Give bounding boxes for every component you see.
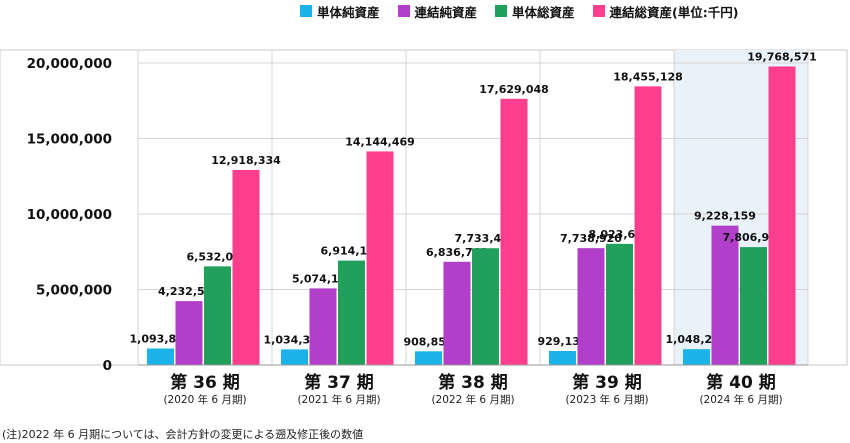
legend-swatch [592,5,605,17]
bar [577,248,605,365]
bar [711,225,739,365]
category-name: 第 36 期 [170,373,240,393]
y-tick-label: 5,000,000 [36,283,112,299]
category-sublabel: (2021 年 6 月期) [297,394,381,406]
legend-label: 単体総資産 [512,4,575,20]
legend-label: 単体純資産 [317,4,380,20]
data-label: 7,738,920 [560,232,622,245]
category-label: 第 36 期 (2020 年 6 月期) [138,373,272,407]
legend-item: 連結純資産 [397,3,478,20]
category-name: 第 37 期 [304,373,374,393]
footnote: (注)2022 年 6 月期については、会計方針の変更による遡及修正後の数値 [2,428,364,441]
bar [472,248,499,365]
bar [768,66,796,366]
category-name: 第 38 期 [438,373,508,393]
bar [606,243,633,365]
category-label: 第 37 期 (2021 年 6 月期) [272,373,406,407]
bar [443,261,471,365]
y-tick-label: 10,000,000 [27,207,112,223]
data-label: 929,137 [537,335,587,348]
y-tick-label: 0 [103,358,112,374]
category-sublabel: (2024 年 6 月期) [699,394,783,406]
data-label: 12,918,334 [211,154,281,167]
y-tick-label: 15,000,000 [27,132,112,148]
legend-swatch [495,5,508,17]
legend-label: 連結総資産(単位:千円) [609,4,739,20]
bar [232,169,260,365]
data-label: 908,855 [403,335,453,348]
bar [147,348,174,365]
bar [309,288,337,365]
bar [500,98,528,365]
data-label: 14,144,469 [345,135,415,148]
bar [175,301,203,365]
legend-swatch [300,5,312,17]
bar [549,350,576,365]
category-sublabel: (2020 年 6 月期) [163,394,247,406]
bar [366,151,394,365]
category-label: 第 40 期 (2024 年 6 月期) [674,373,808,407]
category-name: 第 39 期 [572,373,642,393]
y-tick-label: 20,000,000 [27,56,112,72]
bar [415,351,442,365]
data-label: 18,455,128 [613,70,683,83]
category-name: 第 40 期 [706,373,776,393]
category-label: 第 38 期 (2022 年 6 月期) [406,373,540,407]
bar [683,349,710,365]
legend-label: 連結純資産 [414,4,478,20]
legend-item: 単体総資産 [495,3,575,20]
legend-item: 連結総資産(単位:千円) [592,3,739,20]
bar [281,349,308,365]
legend: 単体純資産 連結純資産 単体総資産 連結総資産(単位:千円) [300,3,739,20]
category-sublabel: (2023 年 6 月期) [565,394,649,406]
bar [740,247,767,365]
bar [338,260,365,365]
bar [634,86,662,365]
bar [204,266,231,365]
legend-item: 単体純資産 [300,3,380,20]
category-sublabel: (2022 年 6 月期) [431,394,515,406]
data-label: 19,768,571 [747,50,817,63]
category-label: 第 39 期 (2023 年 6 月期) [540,373,674,407]
data-label: 17,629,048 [479,83,549,96]
legend-swatch [397,5,410,17]
data-label: 9,228,159 [694,210,756,223]
